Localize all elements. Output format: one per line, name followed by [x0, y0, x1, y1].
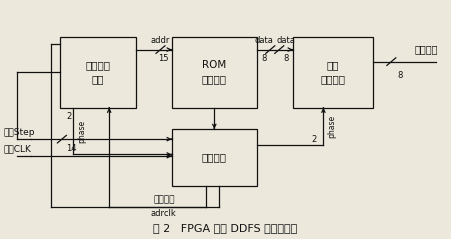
Text: data: data — [254, 36, 273, 45]
Text: phase: phase — [77, 120, 86, 143]
Text: ROM
存储单元: ROM 存储单元 — [202, 60, 227, 84]
Text: 14: 14 — [65, 144, 76, 153]
Text: 时钟CLK: 时钟CLK — [4, 145, 32, 154]
Text: 数据输出: 数据输出 — [415, 44, 438, 54]
Text: 地址时钟: 地址时钟 — [153, 196, 175, 205]
Text: 2: 2 — [66, 112, 72, 121]
Text: 8: 8 — [283, 54, 289, 63]
Bar — [172, 129, 257, 186]
Text: 补码
转换单元: 补码 转换单元 — [321, 60, 345, 84]
Text: 15: 15 — [158, 54, 169, 63]
Text: 控制单元: 控制单元 — [202, 152, 227, 162]
Text: 8: 8 — [398, 71, 403, 80]
Text: adrclk: adrclk — [151, 209, 177, 218]
Text: 8: 8 — [261, 54, 266, 63]
Text: 地址发生
单元: 地址发生 单元 — [85, 60, 110, 84]
Bar — [293, 37, 373, 108]
Text: 2: 2 — [312, 135, 317, 144]
Bar — [60, 37, 136, 108]
Text: 图 2   FPGA 实现 DDFS 的原理框图: 图 2 FPGA 实现 DDFS 的原理框图 — [153, 223, 298, 233]
Bar — [172, 37, 257, 108]
Text: data: data — [276, 36, 295, 45]
Text: phase: phase — [327, 115, 336, 138]
Text: addr: addr — [151, 36, 170, 45]
Text: 步进Step: 步进Step — [4, 128, 35, 137]
